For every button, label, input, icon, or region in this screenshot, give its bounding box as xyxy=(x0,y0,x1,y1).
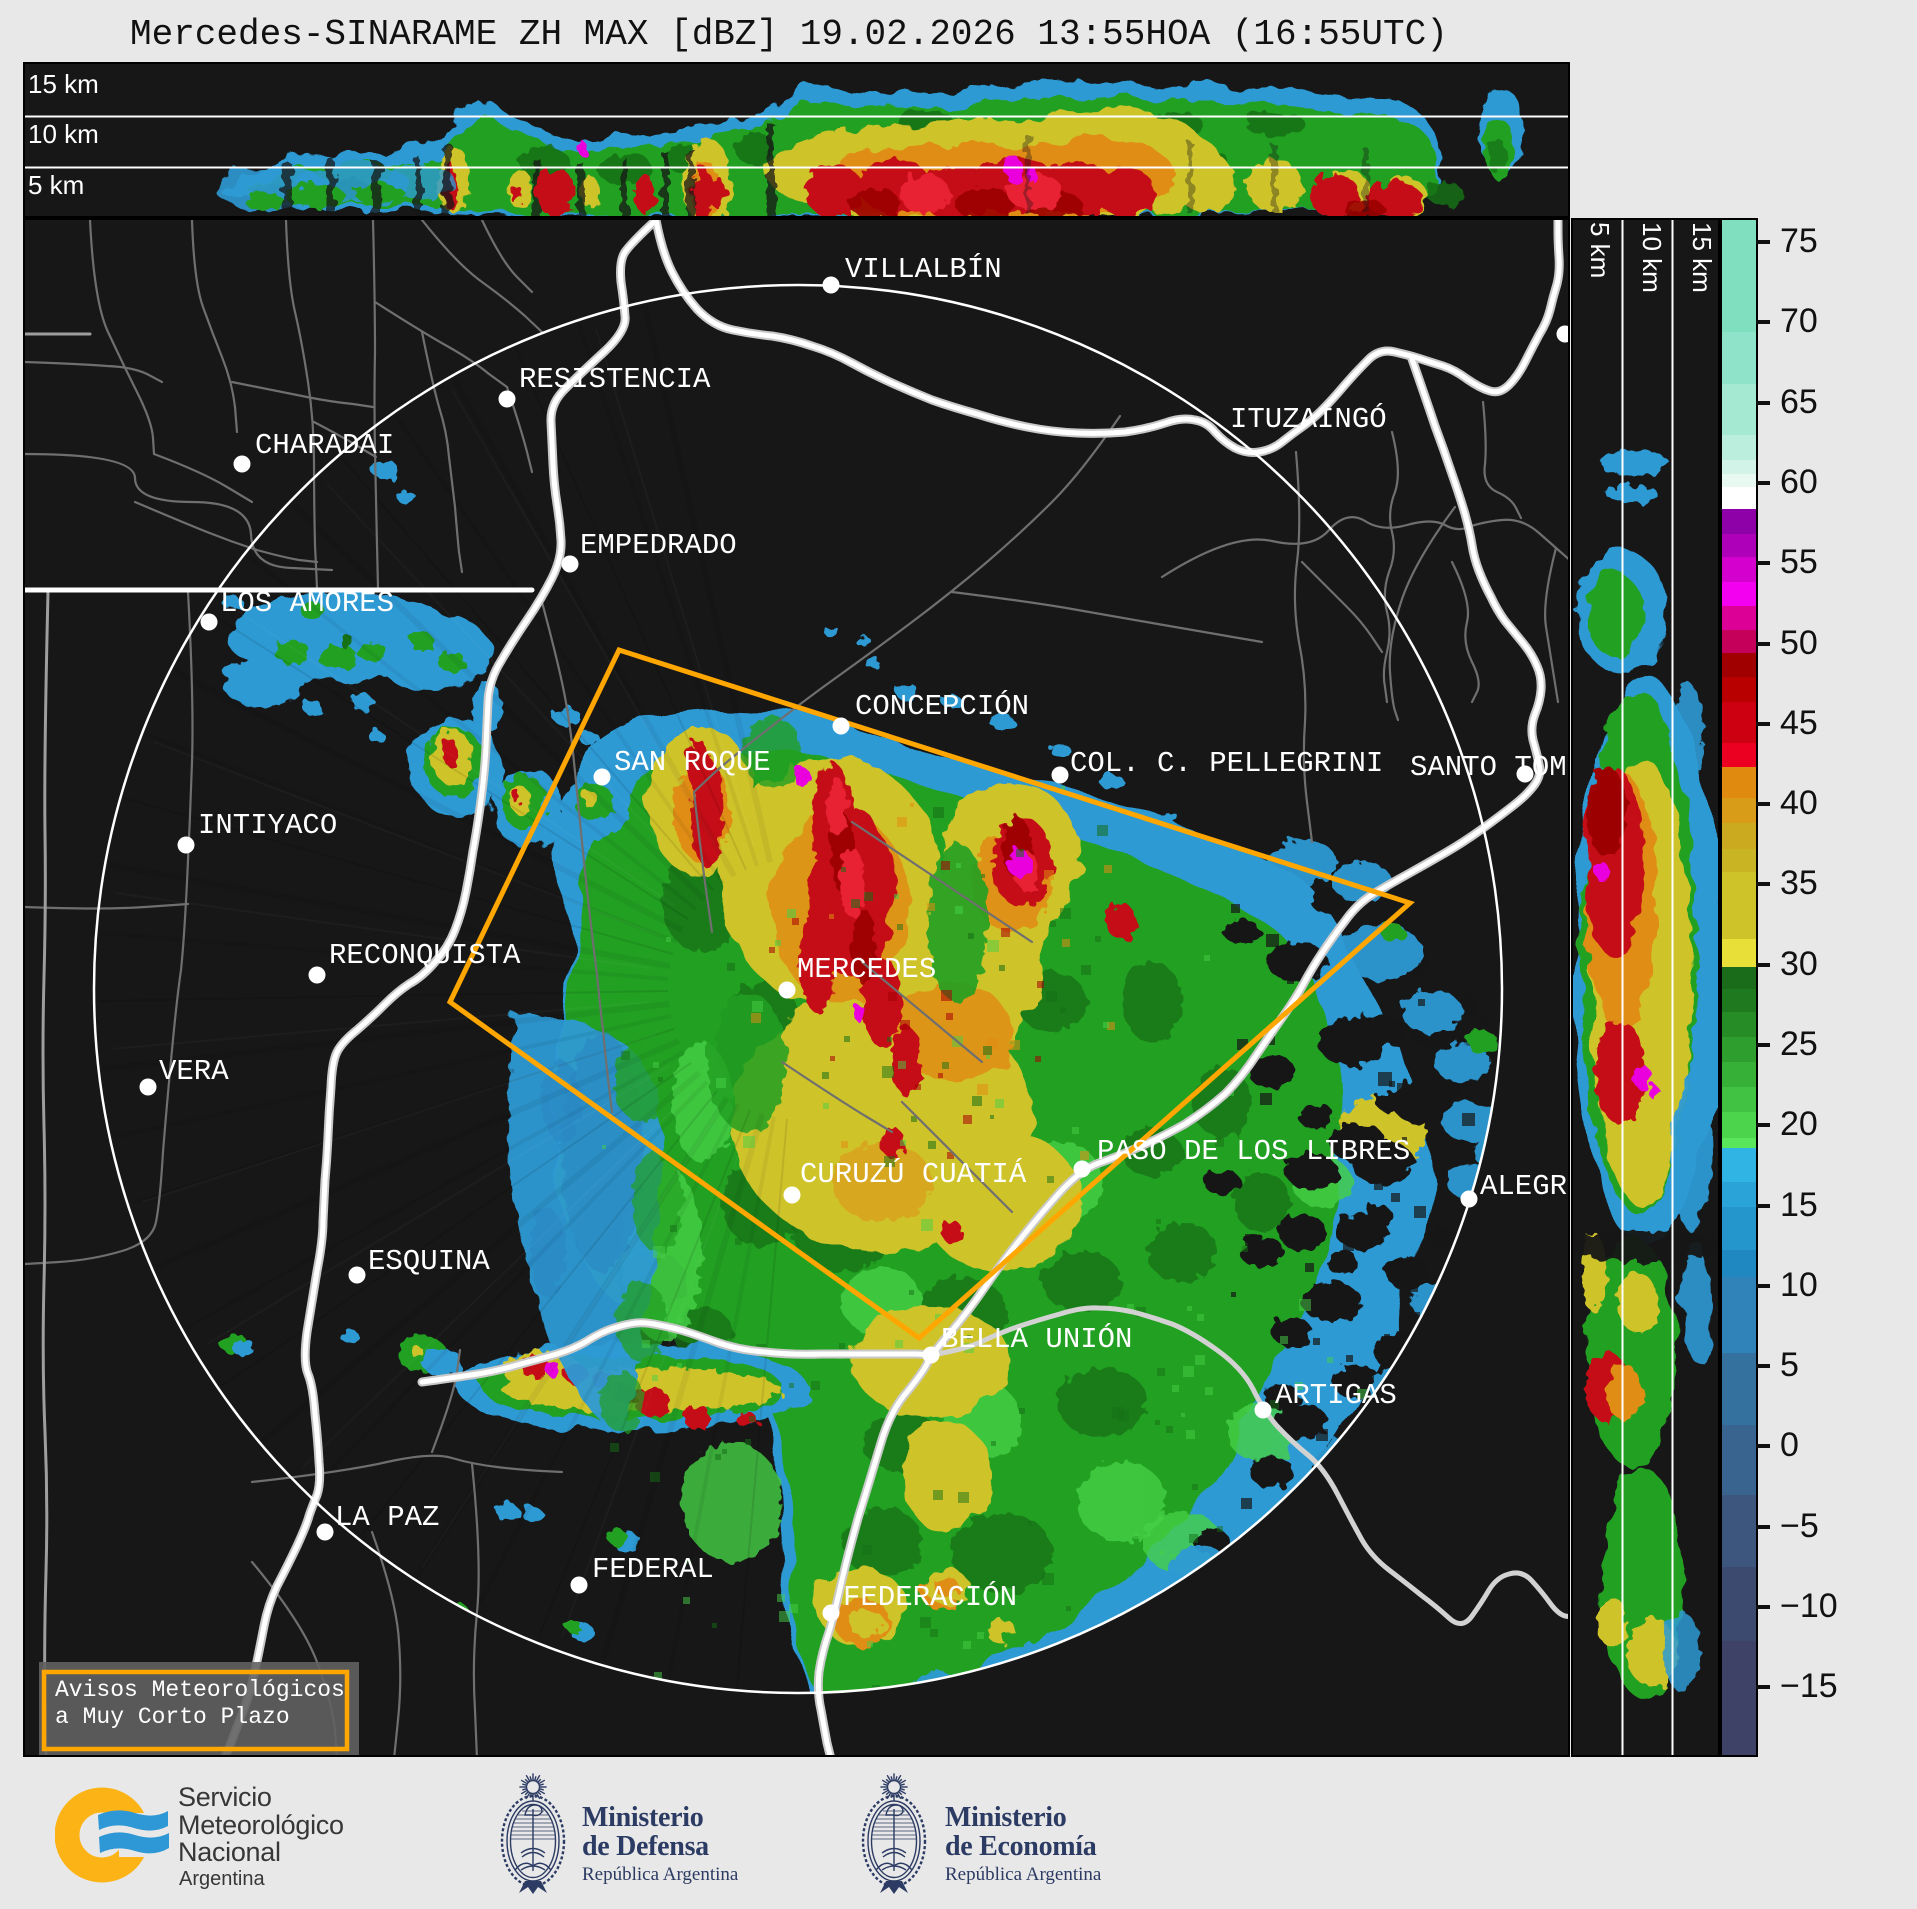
svg-text:Avisos Meteorológicos: Avisos Meteorológicos xyxy=(55,1677,345,1703)
svg-text:CURUZÚ CUATIÁ: CURUZÚ CUATIÁ xyxy=(800,1157,1027,1191)
svg-text:SANTO TOM: SANTO TOM xyxy=(1410,751,1567,784)
svg-text:VILLALBÍN: VILLALBÍN xyxy=(845,252,1002,286)
svg-text:BELLA UNIÓN: BELLA UNIÓN xyxy=(941,1322,1132,1356)
svg-text:FEDERACIÓN: FEDERACIÓN xyxy=(843,1580,1017,1614)
svg-text:SAN ROQUE: SAN ROQUE xyxy=(614,746,771,779)
svg-text:ITUZAINGÓ: ITUZAINGÓ xyxy=(1230,402,1387,436)
svg-text:ESQUINA: ESQUINA xyxy=(368,1245,490,1278)
svg-text:COL. C. PELLEGRINI: COL. C. PELLEGRINI xyxy=(1070,747,1383,780)
svg-text:FEDERAL: FEDERAL xyxy=(592,1553,714,1586)
svg-text:LA PAZ: LA PAZ xyxy=(335,1501,439,1534)
svg-text:ARTIGAS: ARTIGAS xyxy=(1275,1379,1397,1412)
svg-text:CONCEPCIÓN: CONCEPCIÓN xyxy=(855,689,1029,723)
svg-text:LOS AMORES: LOS AMORES xyxy=(220,587,394,620)
svg-text:MERCEDES: MERCEDES xyxy=(797,953,936,986)
svg-text:RECONQUISTA: RECONQUISTA xyxy=(329,939,521,972)
svg-text:INTIYACO: INTIYACO xyxy=(198,809,337,842)
svg-text:PASO DE LOS LIBRES: PASO DE LOS LIBRES xyxy=(1097,1135,1410,1168)
svg-text:VERA: VERA xyxy=(159,1055,229,1088)
svg-text:EMPEDRADO: EMPEDRADO xyxy=(580,529,737,562)
svg-text:RESISTENCIA: RESISTENCIA xyxy=(519,363,711,396)
svg-text:CHARADAI: CHARADAI xyxy=(255,429,394,462)
svg-text:a Muy Corto Plazo: a Muy Corto Plazo xyxy=(55,1704,290,1730)
svg-text:ALEGR: ALEGR xyxy=(1480,1170,1567,1203)
